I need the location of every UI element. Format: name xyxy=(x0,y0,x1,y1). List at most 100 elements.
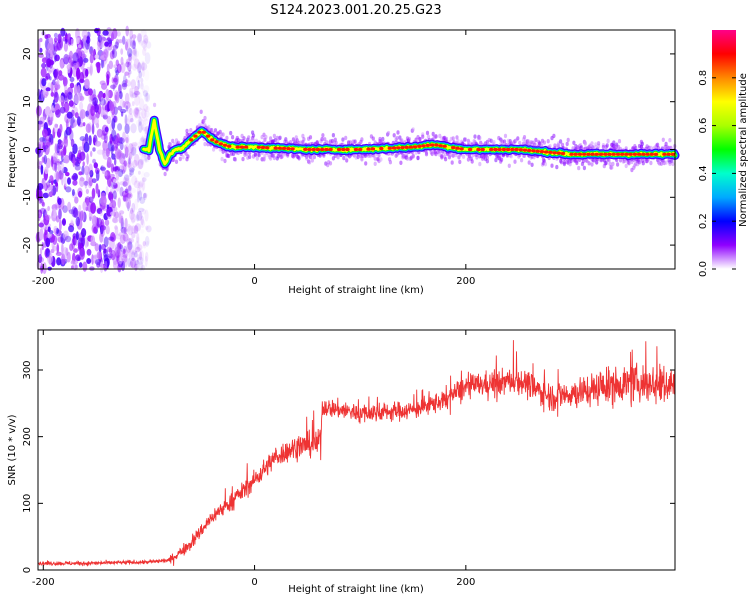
noise-cell xyxy=(101,130,106,137)
noise-cell xyxy=(134,85,139,98)
noise-cell xyxy=(119,243,123,250)
noise-cell xyxy=(88,135,92,146)
noise-cell xyxy=(124,114,128,125)
noise-cell xyxy=(115,38,120,46)
halo-cell xyxy=(272,133,276,139)
noise-cell xyxy=(144,69,150,82)
noise-cell xyxy=(41,62,47,69)
halo-cell xyxy=(320,137,324,142)
noise-cell xyxy=(93,226,98,234)
noise-cell xyxy=(123,74,127,87)
halo-cell xyxy=(542,140,547,145)
noise-cell xyxy=(105,147,110,157)
halo-cell xyxy=(199,109,203,115)
halo-cell xyxy=(498,153,502,159)
ridge-peak xyxy=(522,148,528,152)
noise-cell xyxy=(129,169,134,176)
noise-cell xyxy=(140,29,147,38)
noise-cell xyxy=(79,210,84,221)
noise-cell xyxy=(79,71,85,84)
noise-cell xyxy=(121,190,128,198)
noise-cell xyxy=(94,27,99,34)
halo-cell xyxy=(153,102,157,108)
noise-cell xyxy=(145,251,149,262)
ridge-peak xyxy=(451,146,456,150)
noise-cell xyxy=(58,95,65,103)
noise-cell xyxy=(130,207,134,215)
noise-cell xyxy=(110,198,114,207)
noise-cell xyxy=(57,197,62,205)
ridge-peak xyxy=(417,144,422,148)
noise-cell xyxy=(52,79,56,86)
noise-cell xyxy=(70,138,75,148)
ridge-peak xyxy=(412,145,418,149)
noise-cell xyxy=(131,231,136,239)
noise-cell xyxy=(89,216,92,221)
noise-cell xyxy=(125,61,130,68)
halo-cell xyxy=(248,154,252,160)
noise-cell xyxy=(61,243,64,255)
noise-cell xyxy=(59,106,66,114)
noise-cell xyxy=(64,83,68,96)
noise-cell xyxy=(120,215,124,227)
noise-cell xyxy=(113,64,118,69)
noise-cell xyxy=(130,39,136,49)
noise-cell xyxy=(96,149,104,155)
noise-cell xyxy=(114,246,121,256)
noise-cell xyxy=(128,184,132,192)
ridge-peak xyxy=(586,152,591,156)
noise-cell xyxy=(127,156,131,169)
noise-cell xyxy=(75,254,81,261)
halo-cell xyxy=(649,160,653,166)
noise-cell xyxy=(73,122,76,128)
ridge-peak xyxy=(205,134,211,138)
noise-cell xyxy=(58,149,63,156)
halo-cell xyxy=(342,155,346,161)
noise-cell xyxy=(114,195,117,201)
noise-cell xyxy=(86,240,89,247)
noise-cell xyxy=(74,84,78,96)
noise-cell xyxy=(134,108,141,119)
noise-cell xyxy=(134,141,138,151)
noise-cell xyxy=(97,93,103,99)
noise-cell xyxy=(70,219,74,227)
noise-cell xyxy=(37,209,43,218)
noise-cell xyxy=(115,234,122,240)
noise-cell xyxy=(50,104,55,111)
ridge-peak xyxy=(497,147,502,152)
noise-cell xyxy=(90,235,96,245)
halo-cell xyxy=(305,156,309,161)
halo-cell xyxy=(555,164,559,170)
halo-cell xyxy=(280,154,284,159)
ridge-peak xyxy=(193,134,198,138)
noise-cell xyxy=(57,33,62,44)
noise-cell xyxy=(132,47,137,55)
ridge-peak xyxy=(235,145,240,149)
noise-cell xyxy=(102,30,109,36)
noise-cell xyxy=(62,218,66,226)
noise-cell xyxy=(113,115,117,123)
noise-cell xyxy=(128,158,131,165)
noise-cell xyxy=(138,92,142,100)
noise-cell xyxy=(134,223,141,232)
colorbar-tick-label: 0.4 xyxy=(698,165,709,181)
halo-cell xyxy=(507,163,511,168)
noise-cell xyxy=(72,179,78,186)
noise-cell xyxy=(111,49,118,59)
noise-cell xyxy=(45,237,51,248)
colorbar-tick-label: 0.6 xyxy=(698,118,709,134)
halo-cell xyxy=(262,157,266,162)
halo-cell xyxy=(509,154,513,159)
noise-cell xyxy=(73,248,78,253)
noise-cell xyxy=(144,209,149,222)
halo-cell xyxy=(548,144,552,149)
ridge-peak xyxy=(476,147,481,152)
halo-cell xyxy=(345,158,349,163)
noise-cell xyxy=(107,175,112,188)
noise-cell xyxy=(117,105,123,111)
noise-cell xyxy=(45,214,51,221)
noise-cell xyxy=(138,180,144,188)
noise-cell xyxy=(103,236,109,248)
noise-cell xyxy=(137,61,142,73)
